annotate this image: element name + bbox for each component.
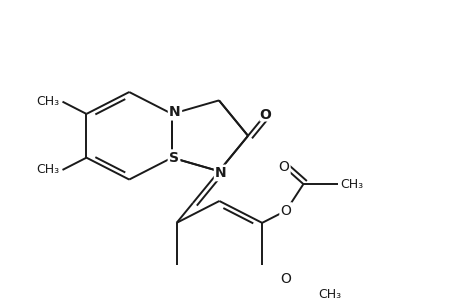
Text: N: N: [169, 105, 180, 119]
Text: CH₃: CH₃: [36, 164, 59, 176]
Text: CH₃: CH₃: [339, 178, 362, 190]
Text: O: O: [259, 108, 271, 122]
Text: S: S: [168, 151, 179, 165]
Text: CH₃: CH₃: [36, 95, 59, 108]
Text: O: O: [280, 204, 291, 218]
Text: O: O: [278, 160, 289, 174]
Text: CH₃: CH₃: [317, 288, 341, 300]
Text: O: O: [280, 272, 291, 286]
Text: N: N: [215, 166, 226, 180]
